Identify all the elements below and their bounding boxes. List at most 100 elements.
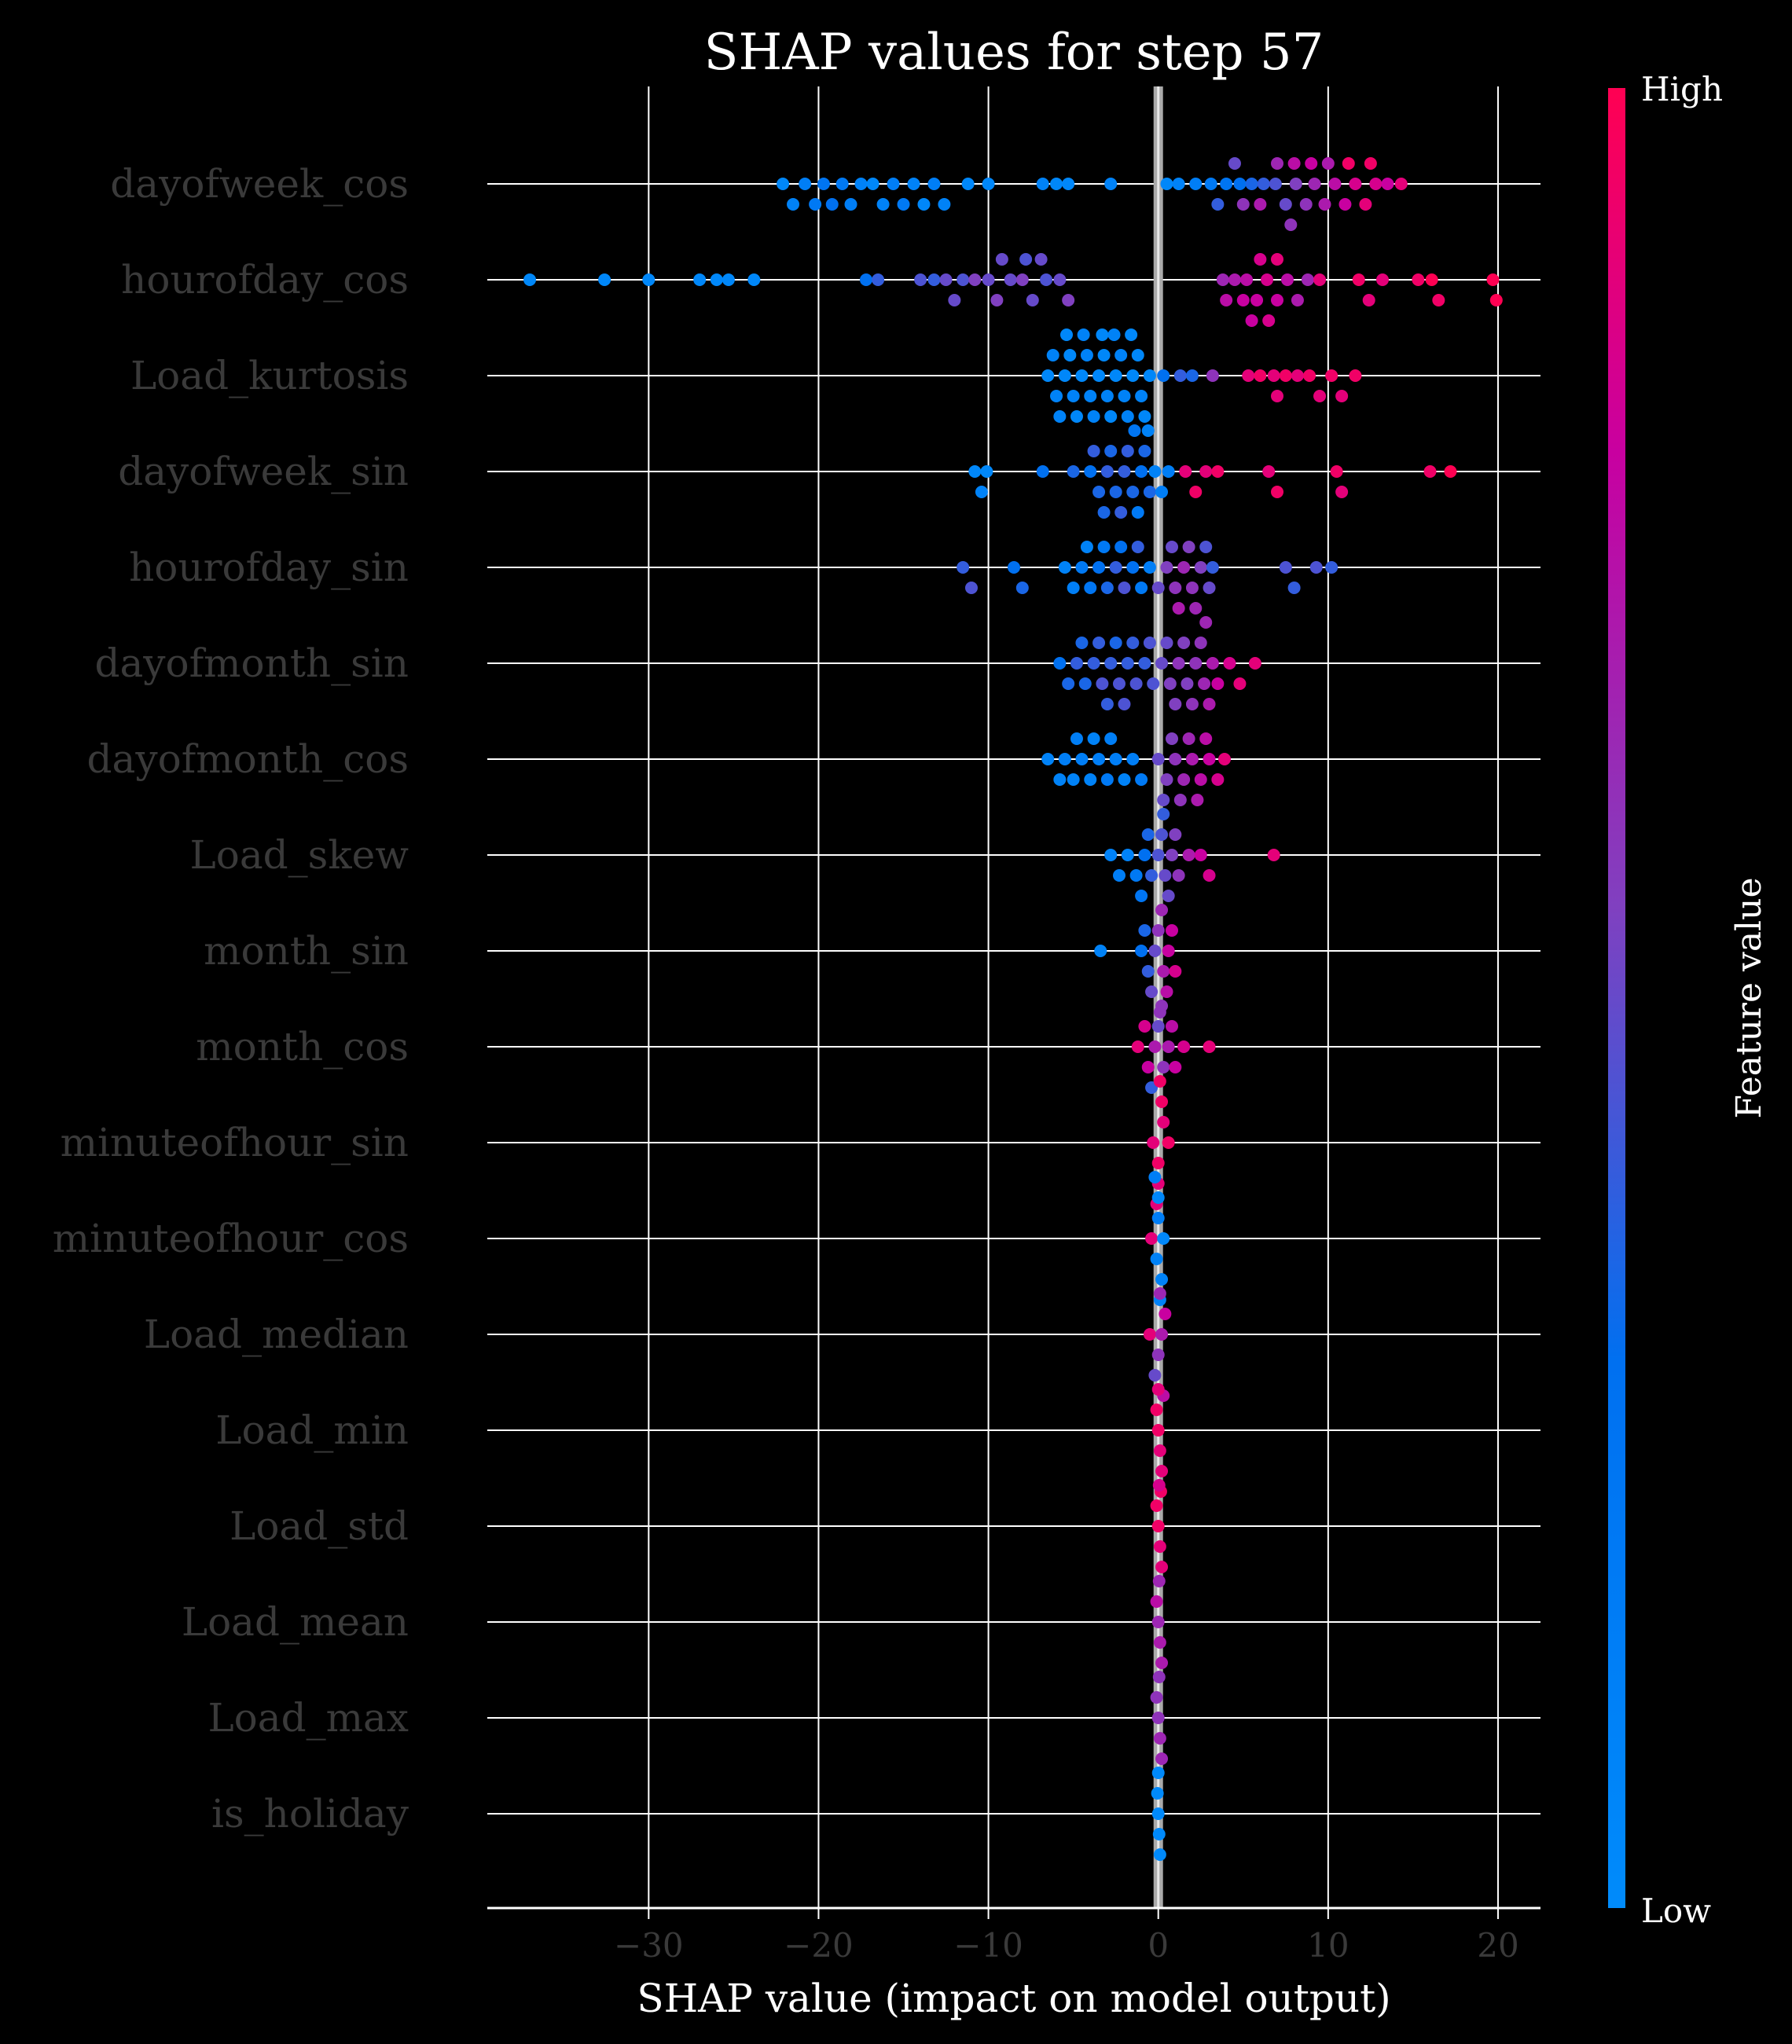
shap-point <box>1203 698 1216 710</box>
shap-point <box>1063 349 1077 361</box>
shap-point <box>1015 582 1029 594</box>
shap-point <box>1254 198 1267 211</box>
shap-point <box>1335 390 1349 402</box>
shap-point <box>1126 369 1140 382</box>
shap-point <box>1194 849 1207 861</box>
shap-point <box>1349 369 1362 382</box>
shap-point <box>1203 1040 1216 1053</box>
shap-point <box>1303 369 1316 382</box>
shap-point <box>1189 486 1203 498</box>
shap-point <box>1109 561 1122 574</box>
shap-point <box>1233 178 1247 190</box>
shap-point <box>1151 1807 1165 1820</box>
shap-point <box>1250 294 1264 306</box>
shap-point <box>1211 677 1225 690</box>
shap-point <box>1152 1671 1166 1683</box>
shap-point <box>1177 561 1191 574</box>
shap-point <box>1114 349 1128 361</box>
shap-point <box>1169 582 1182 594</box>
shap-point <box>1109 369 1122 382</box>
shap-point <box>1155 828 1169 841</box>
shap-point <box>982 178 995 190</box>
shap-point <box>1121 849 1134 861</box>
shap-point <box>1157 965 1170 978</box>
shap-point <box>1318 198 1331 211</box>
shap-point <box>1036 178 1049 190</box>
shap-point <box>1104 849 1118 861</box>
shap-point <box>1067 390 1080 402</box>
shap-point <box>1162 945 1175 957</box>
shap-point <box>1338 198 1352 211</box>
shap-point <box>1245 178 1258 190</box>
shap-point <box>1362 294 1375 306</box>
feature-label: hourofday_sin <box>129 545 409 590</box>
shap-point <box>957 561 970 574</box>
shap-point <box>1097 506 1111 519</box>
shap-point <box>897 198 910 211</box>
shap-point <box>1096 328 1109 341</box>
shap-point <box>1198 677 1211 690</box>
shap-point <box>1325 369 1338 382</box>
shap-point <box>1036 465 1049 478</box>
shap-point <box>1104 410 1118 423</box>
shap-point <box>1261 273 1274 286</box>
shap-point <box>1078 677 1092 690</box>
shap-point <box>872 273 885 286</box>
shap-point <box>1034 253 1048 266</box>
shap-point <box>1279 561 1292 574</box>
shap-point <box>859 273 872 286</box>
shap-point <box>1148 1040 1162 1053</box>
shap-point <box>1162 1136 1175 1149</box>
shap-point <box>1166 924 1178 937</box>
shap-point <box>917 198 931 211</box>
shap-point <box>1150 1253 1163 1265</box>
shap-point <box>1041 369 1055 382</box>
shap-point <box>1220 178 1233 190</box>
shap-point <box>1135 582 1148 594</box>
shap-point <box>1166 732 1178 745</box>
x-tick-label: −10 <box>953 1926 1023 1965</box>
shap-point <box>1070 657 1083 670</box>
shap-point <box>1067 582 1080 594</box>
shap-point <box>1182 732 1195 745</box>
feature-label: Load_max <box>207 1695 409 1741</box>
colorbar <box>1608 88 1625 1908</box>
x-axis-label: SHAP value (impact on model output) <box>637 1976 1390 2021</box>
shap-point <box>1100 698 1114 710</box>
colorbar-low-label: Low <box>1641 1892 1711 1930</box>
shap-point <box>1173 369 1187 382</box>
shap-point <box>1155 1465 1169 1477</box>
shap-point <box>1151 924 1165 937</box>
shap-point <box>975 486 988 498</box>
x-tick-label: −30 <box>614 1926 684 1965</box>
shap-point <box>1301 273 1314 286</box>
shap-point <box>1151 1383 1165 1396</box>
shap-point <box>1080 349 1093 361</box>
x-tick-label: 0 <box>1148 1926 1169 1965</box>
shap-point <box>787 198 800 211</box>
shap-point <box>1267 369 1280 382</box>
shap-point <box>1172 869 1185 882</box>
shap-point <box>1151 1520 1165 1532</box>
shap-point <box>1109 753 1122 765</box>
shap-point <box>1169 698 1182 710</box>
shap-point <box>1289 178 1302 190</box>
shap-point <box>1046 349 1059 361</box>
feature-label: Load_kurtosis <box>130 353 409 398</box>
shap-point <box>1087 732 1100 745</box>
shap-point <box>1053 410 1067 423</box>
shap-point <box>1062 178 1075 190</box>
shap-point <box>1335 486 1349 498</box>
shap-point <box>1143 369 1156 382</box>
shap-point <box>1185 582 1199 594</box>
shap-point <box>1147 1136 1160 1149</box>
shap-point <box>1199 541 1213 553</box>
shap-point <box>1050 178 1063 190</box>
shap-point <box>1143 486 1156 498</box>
shap-point <box>1135 890 1148 902</box>
shap-point <box>1053 273 1067 286</box>
shap-point <box>1092 561 1106 574</box>
shap-point <box>1305 157 1318 170</box>
shap-point <box>1185 698 1199 710</box>
